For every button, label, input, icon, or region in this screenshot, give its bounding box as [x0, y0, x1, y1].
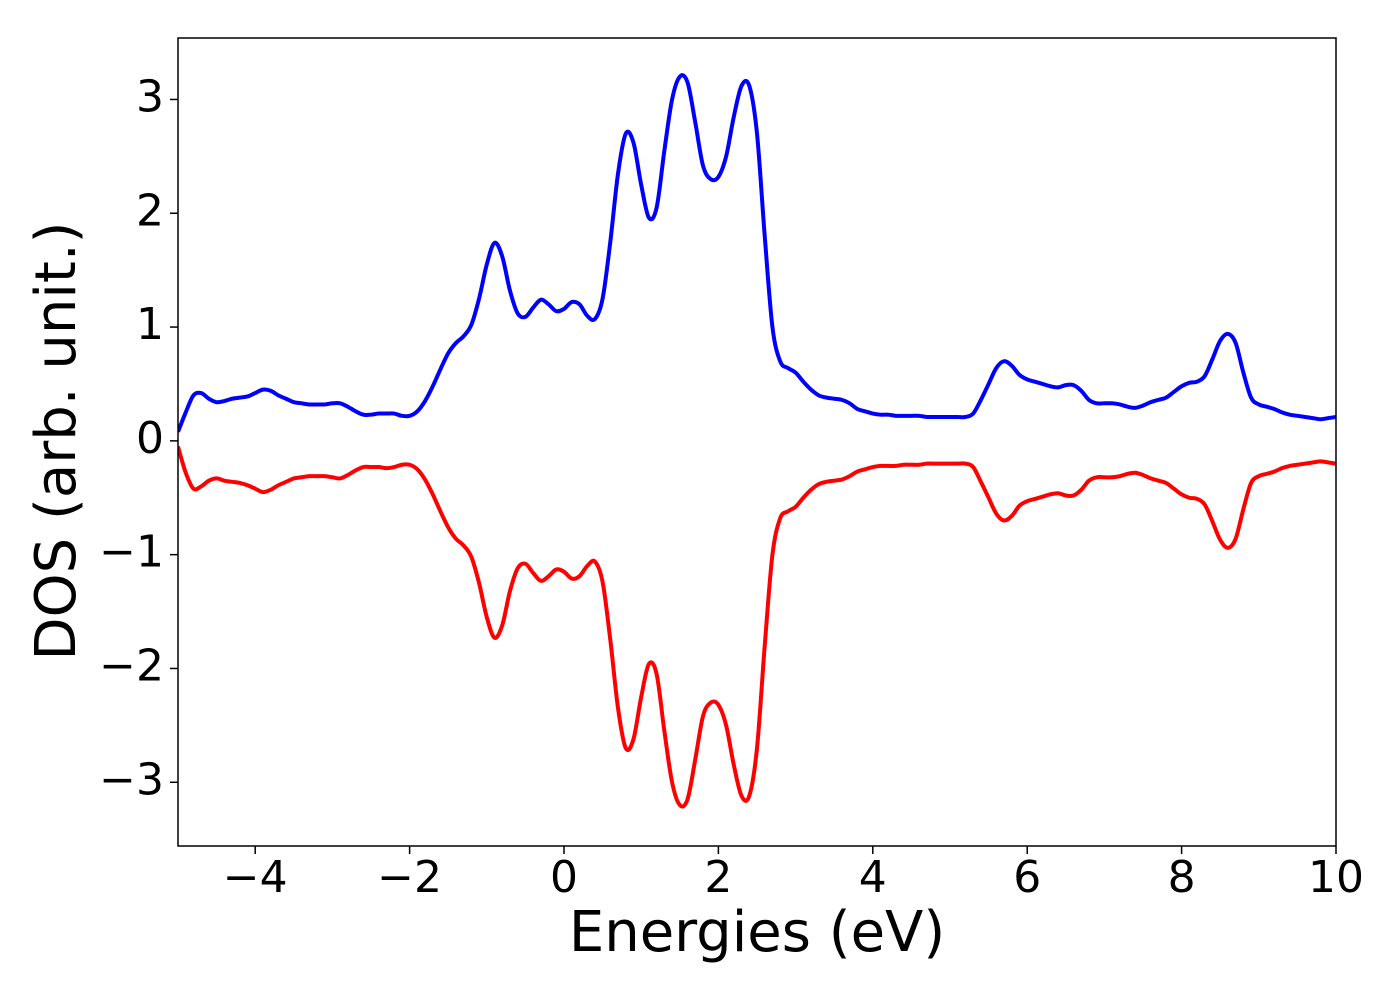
x-tick-label: −2	[377, 852, 442, 903]
x-tick-label: 8	[1168, 852, 1196, 903]
plot-frame	[177, 37, 1337, 847]
y-tick-label: 1	[136, 299, 164, 350]
x-tick-label: 0	[550, 852, 578, 903]
x-axis-label: Energies (eV)	[569, 900, 945, 965]
y-axis-label: DOS (arb. unit.)	[24, 221, 89, 660]
x-tick-label: −4	[223, 852, 288, 903]
x-tick-label: 10	[1308, 852, 1364, 903]
y-tick-label: 2	[136, 185, 164, 236]
y-tick-label: 3	[136, 71, 164, 122]
x-tick-label: 2	[704, 852, 732, 903]
y-tick-label: −2	[99, 640, 164, 691]
x-tick-label: 6	[1013, 852, 1041, 903]
x-tick-label: 4	[859, 852, 887, 903]
y-tick-label: 0	[136, 413, 164, 464]
y-tick-label: −1	[99, 527, 164, 578]
dos-line	[178, 73, 1336, 433]
y-tick-label: −3	[99, 754, 164, 805]
dos-line	[178, 445, 1336, 809]
